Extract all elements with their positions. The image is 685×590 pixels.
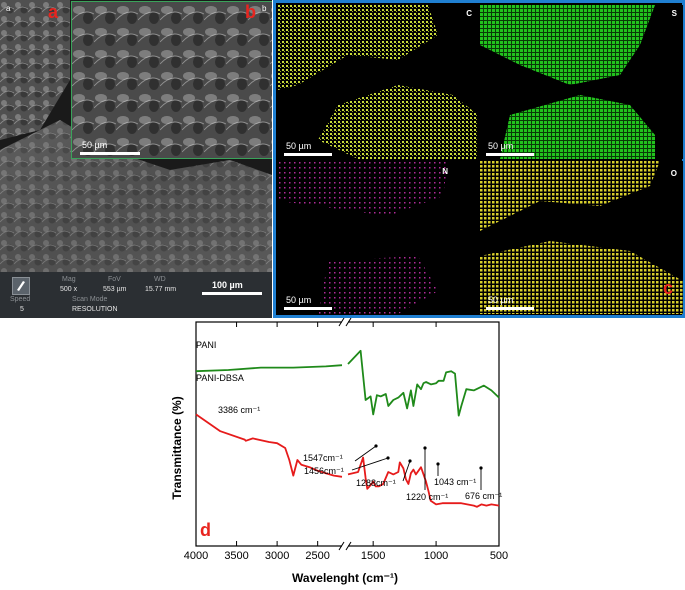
peak-label: 3386 cm⁻¹: [218, 405, 260, 415]
peak-arrow-head: [423, 446, 427, 450]
peak-arrow: [351, 457, 389, 471]
eds-scale-bar-o: [486, 307, 534, 310]
axis-break-mark: [338, 318, 345, 327]
eds-element-s: S: [671, 9, 677, 18]
peak-label: 1288cm⁻¹: [356, 478, 396, 488]
panel-label-c: c: [663, 278, 674, 298]
axis-break-mark: [345, 318, 352, 327]
series-label-pani-dbsa: PANI-DBSA: [196, 373, 244, 383]
axis-break-mark: [345, 541, 352, 551]
peak-arrow: [354, 445, 377, 462]
eds-scale-text-o: 50 µm: [488, 295, 514, 305]
peak-label: 676 cm⁻¹: [465, 491, 502, 501]
series-line-pani-left: [195, 364, 343, 373]
eds-scale-bar-s: [486, 153, 534, 156]
mag-value: 500 x: [60, 286, 78, 293]
mag-header: Mag: [62, 276, 76, 283]
eds-scale-bar-n: [284, 307, 332, 310]
series-line-pani-right: [347, 349, 500, 417]
panel-label-d: d: [200, 520, 211, 540]
eds-scale-text-s: 50 µm: [488, 141, 514, 151]
fov-header: FoV: [108, 276, 121, 283]
axis-break-mark: [338, 541, 345, 551]
peak-label: 1547cm⁻¹: [303, 453, 343, 463]
eds-map-n: N 50 µm: [278, 161, 478, 314]
x-axis-label: Wavelenght (cm⁻¹): [292, 571, 398, 585]
peak-arrow: [402, 460, 411, 482]
sem-info-bar: Mag 500 x FoV 553 µm WD 15.77 mm Speed 5…: [0, 272, 272, 318]
peak-arrow-head: [479, 466, 483, 470]
x-tick-label: 500: [490, 550, 508, 562]
fov-value: 553 µm: [103, 286, 127, 293]
sem-small-label-b: b: [262, 4, 267, 13]
x-tick-label: 3000: [265, 550, 289, 562]
axis-break-gap: [342, 318, 348, 326]
eds-element-o: O: [670, 169, 677, 178]
eds-scale-bar-c: [284, 153, 332, 156]
peak-arrow-head: [374, 444, 378, 448]
sem-small-label-a: a: [6, 4, 11, 13]
peak-arrow-head: [436, 462, 440, 466]
peak-label: 1220 cm⁻¹: [406, 492, 448, 502]
wd-value: 15.77 mm: [145, 286, 177, 293]
peak-label: 1043 cm⁻¹: [434, 477, 476, 487]
eds-map-c: C 50 µm: [278, 5, 478, 159]
eds-scale-text-n: 50 µm: [286, 295, 312, 305]
series-line-pani-dbsa-left: [195, 413, 343, 478]
sem-inset: 50 µm: [71, 1, 272, 159]
peak-arrow-head: [386, 456, 390, 460]
eds-element-n: N: [442, 167, 448, 176]
inset-scale-text: 50 µm: [82, 140, 108, 150]
phenom-logo-icon: [12, 277, 30, 295]
x-tick-label: 1500: [361, 550, 385, 562]
x-tick-label: 1000: [424, 550, 448, 562]
speed-value: 5: [20, 306, 24, 313]
series-label-pani: PANI: [196, 340, 216, 350]
inset-scale-bar: [80, 152, 140, 155]
wd-header: WD: [154, 276, 166, 283]
main-scale-text: 100 µm: [212, 280, 243, 290]
main-scale-bar: [202, 292, 262, 295]
eds-map-o: O 50 µm c: [480, 161, 683, 314]
series-line-pani-dbsa-right: [347, 456, 500, 508]
eds-map-s: S 50 µm: [480, 5, 683, 159]
sem-panel: 50 µm a b a b Mag 500 x FoV 553 µm WD 15…: [0, 0, 272, 318]
plot-frame: [195, 321, 500, 547]
speed-header: Speed: [10, 296, 31, 303]
eds-frame: C 50 µm S 50 µm: [273, 0, 685, 318]
x-tick-label: 4000: [184, 550, 208, 562]
eds-scale-text-c: 50 µm: [286, 141, 312, 151]
panel-label-a: a: [48, 2, 59, 22]
axis-break-gap: [342, 542, 348, 550]
x-tick-label: 2500: [305, 550, 329, 562]
scan-mode-value: RESOLUTION: [72, 306, 118, 313]
peak-arrow-head: [408, 459, 412, 463]
ftir-chart: 4000 3500 3000 2500 1500 1000 500 3386 cm⁻¹ 154…: [170, 318, 508, 585]
panel-label-b: b: [245, 2, 256, 22]
x-tick-label: 3500: [224, 550, 248, 562]
peak-label: 1456cm⁻¹: [304, 466, 344, 476]
y-axis-label: Transmittance (%): [170, 396, 184, 499]
eds-element-c: C: [466, 9, 472, 18]
scan-mode-header: Scan Mode: [72, 296, 108, 303]
